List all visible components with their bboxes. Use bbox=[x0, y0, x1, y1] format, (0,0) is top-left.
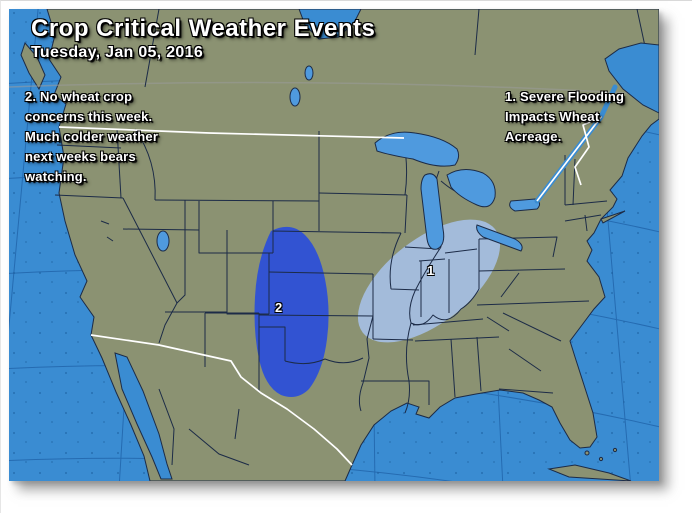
caribbean-islands bbox=[547, 447, 632, 481]
great-lakes bbox=[374, 131, 541, 252]
state-borders bbox=[54, 128, 608, 414]
hudson-bay bbox=[298, 9, 362, 40]
gulf-of-california bbox=[114, 352, 173, 480]
long-island bbox=[600, 210, 626, 224]
north-america-landmass bbox=[46, 9, 659, 481]
us-map-graphic bbox=[9, 9, 659, 481]
map-date: Tuesday, Jan 05, 2016 bbox=[31, 44, 204, 61]
great-salt-lake bbox=[156, 230, 170, 252]
gulf-of-st-lawrence bbox=[604, 42, 659, 114]
vancouver-island bbox=[20, 42, 46, 91]
map-title: Crop Critical Weather Events bbox=[31, 15, 376, 42]
bahamas-island bbox=[598, 456, 604, 462]
annotation-severe-flooding: 1. Severe Flooding Impacts Wheat Acreage… bbox=[505, 89, 625, 144]
land-graticule-line bbox=[9, 81, 659, 96]
region-1-marker: 1 bbox=[427, 263, 435, 278]
us-canada-border bbox=[58, 126, 405, 139]
bahamas-island bbox=[612, 447, 618, 453]
lake-michigan bbox=[420, 173, 445, 250]
country-borders bbox=[58, 116, 602, 466]
lake-huron bbox=[446, 169, 496, 208]
us-canada-border-east bbox=[536, 116, 602, 202]
canada-small-lakes bbox=[289, 65, 314, 107]
region-2-marker: 2 bbox=[275, 300, 283, 315]
annotation-wheat-watch: 2. No wheat crop concerns this week. Muc… bbox=[25, 89, 159, 184]
lake-erie bbox=[476, 224, 523, 252]
bahamas-island bbox=[584, 450, 590, 456]
cuba bbox=[547, 464, 632, 481]
weather-map: Crop Critical Weather Events Tuesday, Ja… bbox=[9, 9, 659, 481]
us-mexico-border bbox=[90, 334, 353, 466]
lake-superior bbox=[374, 131, 460, 167]
event-region-2-wheat-watch bbox=[254, 226, 329, 397]
mexico-state-borders bbox=[158, 388, 250, 466]
